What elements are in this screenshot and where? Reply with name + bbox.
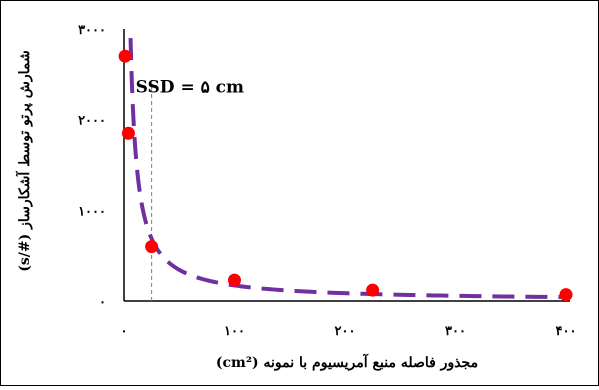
data-point [228, 273, 241, 287]
x-tick-labels: ۰ ۱۰۰ ۲۰۰ ۳۰۰ ۴۰۰ [121, 324, 577, 339]
y-tick-label: ۳۰۰۰ [78, 23, 106, 38]
x-tick-label: ۲۰۰ [335, 324, 356, 339]
data-point [121, 126, 135, 140]
x-tick-label: ۱۰۰ [224, 324, 245, 339]
data-points [118, 49, 573, 302]
x-tick-label: ۳۰۰ [445, 324, 466, 339]
y-tick-label: ۰ [99, 295, 106, 310]
ssd-annotation: SSD = ۵ cm [136, 77, 244, 97]
y-tick-label: ۲۰۰۰ [78, 114, 106, 129]
data-point [145, 240, 159, 254]
data-point [118, 49, 132, 63]
x-axis-title: مجذور فاصله منبع آمریسیوم با نمونه (cm²) [216, 353, 478, 371]
y-tick-labels: ۰ ۱۰۰۰ ۲۰۰۰ ۳۰۰۰ [78, 23, 106, 310]
y-axis-title: شمارش پرتو توسط آشکارساز (#/s) [15, 50, 33, 271]
x-tick-label: ۰ [121, 324, 128, 339]
x-tick-label: ۴۰۰ [556, 324, 577, 339]
fit-curve [128, 38, 567, 300]
data-point [366, 283, 380, 297]
data-point [559, 288, 573, 302]
y-tick-label: ۱۰۰۰ [78, 204, 106, 219]
